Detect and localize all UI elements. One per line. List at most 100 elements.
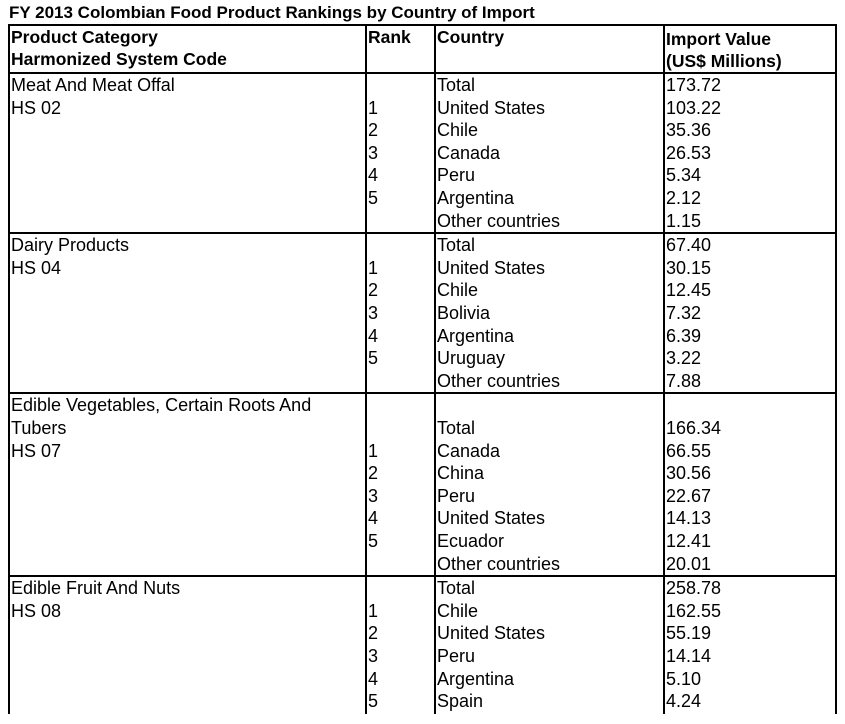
import-value: 12.41 [666, 531, 712, 551]
column-divider [663, 24, 665, 714]
import-value: 12.45 [666, 280, 712, 301]
rank-value: 3 [368, 142, 379, 163]
rank-value: 5 [368, 348, 379, 369]
product-category: Edible Fruit And Nuts [11, 578, 181, 599]
row-divider [8, 24, 837, 26]
country-name: Total [437, 235, 476, 256]
header-import-unit: (US$ Millions) [666, 51, 782, 71]
rank-value: 1 [368, 600, 379, 621]
hs-code: HS 07 [11, 440, 62, 461]
country-name: Canada [437, 440, 501, 461]
rank-value: 2 [368, 280, 379, 301]
product-category: Tubers [11, 418, 67, 438]
rank-value: 5 [368, 188, 379, 208]
import-value: 2.12 [666, 188, 702, 208]
page-title: FY 2013 Colombian Food Product Rankings … [9, 3, 535, 22]
rank-value: 3 [368, 303, 379, 323]
rank-value: 3 [368, 646, 379, 666]
hs-code: HS 04 [11, 257, 62, 278]
country-name: Bolivia [437, 303, 491, 323]
rank-value: 4 [368, 668, 379, 689]
import-value: 26.53 [666, 142, 712, 163]
rank-value: 1 [368, 257, 379, 278]
country-name: Peru [437, 485, 476, 506]
rank-value: 3 [368, 485, 379, 506]
rankings-table: Product Category Harmonized System Code Ra… [8, 24, 837, 724]
country-name: Other countries [437, 553, 561, 574]
header-hs-code: Harmonized System Code [11, 49, 227, 69]
country-name: Chile [437, 120, 479, 141]
rank-value: 5 [368, 691, 379, 712]
country-name: Other countries [437, 210, 561, 231]
country-name: Total [437, 418, 476, 438]
header-import-value: Import Value [666, 29, 772, 49]
header-category: Product Category [11, 27, 158, 47]
hs-code: HS 08 [11, 600, 62, 621]
column-divider [434, 24, 436, 714]
import-value: 166.34 [666, 418, 722, 438]
rank-value: 1 [368, 440, 379, 461]
import-value: 14.13 [666, 508, 712, 529]
import-value: 7.32 [666, 303, 702, 323]
header-country: Country [437, 27, 505, 47]
import-value: 5.10 [666, 668, 702, 689]
row-divider [8, 575, 837, 578]
rank-value: 1 [368, 97, 379, 118]
header-rank: Rank [368, 27, 411, 47]
column-divider [8, 24, 10, 714]
rank-value: 4 [368, 165, 379, 186]
import-value: 258.78 [666, 578, 722, 599]
product-category: Meat And Meat Offal [11, 75, 175, 95]
country-name: Spain [437, 691, 484, 712]
country-name: United States [437, 97, 546, 118]
import-value: 20.01 [666, 553, 712, 574]
import-value: 30.56 [666, 463, 712, 484]
rank-value: 4 [368, 325, 379, 346]
import-value: 6.39 [666, 325, 702, 346]
hs-code: HS 02 [11, 97, 62, 118]
country-name: Ecuador [437, 531, 505, 551]
import-value: 173.72 [666, 75, 722, 95]
rank-value: 4 [368, 508, 379, 529]
import-value: 3.22 [666, 348, 702, 369]
country-name: Total [437, 75, 476, 95]
column-divider [835, 24, 837, 714]
country-name: Chile [437, 600, 479, 621]
rank-value: 5 [368, 531, 379, 551]
country-name: United States [437, 623, 546, 644]
import-value: 5.34 [666, 165, 702, 186]
import-value: 67.40 [666, 235, 712, 256]
import-value: 4.24 [666, 691, 702, 712]
country-name: Other countries [437, 370, 561, 391]
import-value: 30.15 [666, 257, 712, 278]
row-divider [8, 232, 837, 235]
product-category: Dairy Products [11, 235, 130, 256]
import-value: 66.55 [666, 440, 712, 461]
product-category: Edible Vegetables, Certain Roots And [11, 395, 312, 416]
column-divider [365, 24, 367, 714]
import-value: 1.15 [666, 210, 702, 231]
country-name: Chile [437, 280, 479, 301]
import-value: 14.14 [666, 646, 712, 666]
country-name: Canada [437, 142, 501, 163]
import-value: 22.67 [666, 485, 712, 506]
import-value: 55.19 [666, 623, 712, 644]
country-name: Peru [437, 646, 476, 666]
import-value: 35.36 [666, 120, 712, 141]
country-name: Peru [437, 165, 476, 186]
rank-value: 2 [368, 623, 379, 644]
import-value: 7.88 [666, 370, 702, 391]
rank-value: 2 [368, 120, 379, 141]
country-name: China [437, 463, 485, 484]
import-value: 162.55 [666, 600, 722, 621]
country-name: United States [437, 508, 546, 529]
country-name: Total [437, 578, 476, 599]
import-value: 103.22 [666, 97, 722, 118]
country-name: Argentina [437, 188, 515, 208]
country-name: Argentina [437, 668, 515, 689]
country-name: Uruguay [437, 348, 506, 369]
rank-value: 2 [368, 463, 379, 484]
row-divider [8, 72, 837, 74]
country-name: Argentina [437, 325, 515, 346]
row-divider [8, 392, 837, 395]
